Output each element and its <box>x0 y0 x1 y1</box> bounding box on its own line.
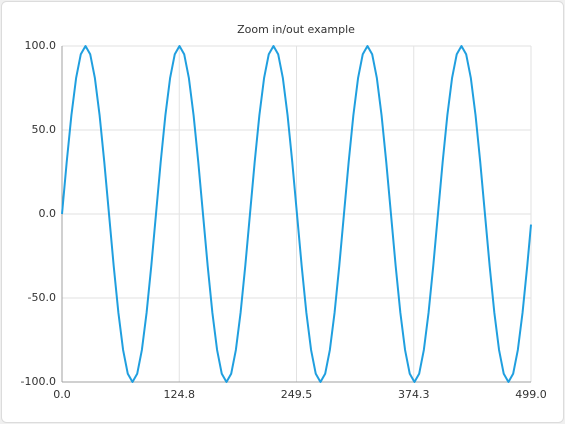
data-line <box>61 45 532 383</box>
x-tick-label: 124.8 <box>164 388 196 401</box>
x-tick-label: 499.0 <box>515 388 547 401</box>
x-tick-label: 374.3 <box>398 388 430 401</box>
x-tick-label: 0.0 <box>53 388 71 401</box>
y-tick-label: 0.0 <box>39 207 57 220</box>
y-tick-label: -50.0 <box>28 291 56 304</box>
x-tick-label: 249.5 <box>281 388 313 401</box>
chart-title: Zoom in/out example <box>237 23 355 36</box>
y-tick-label: -100.0 <box>21 375 56 388</box>
y-tick-label: 100.0 <box>25 39 57 52</box>
y-tick-label: 50.0 <box>32 123 57 136</box>
